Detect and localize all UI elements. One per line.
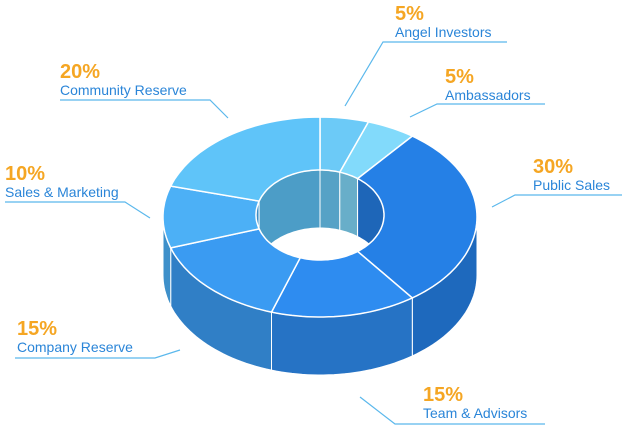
- top-faces: [162, 116, 478, 318]
- leader-line: [15, 349, 181, 359]
- value-label: 15%: [17, 318, 57, 340]
- category-label: Team & Advisors: [423, 405, 527, 421]
- leader-line: [491, 194, 622, 208]
- leader-line: [344, 41, 507, 107]
- leader-line: [60, 99, 229, 119]
- value-label: 20%: [60, 61, 100, 83]
- category-label: Community Reserve: [60, 82, 187, 98]
- leader-line: [409, 103, 545, 118]
- value-label: 30%: [533, 156, 573, 178]
- slice: [169, 116, 321, 202]
- inner-wall: [319, 170, 341, 231]
- category-label: Sales & Marketing: [5, 184, 119, 200]
- labels: 5%Angel Investors5%Ambassadors30%Public …: [5, 3, 622, 425]
- value-label: 5%: [445, 66, 474, 88]
- value-label: 15%: [423, 384, 463, 406]
- category-label: Ambassadors: [445, 87, 531, 103]
- leader-line: [359, 396, 545, 425]
- category-label: Public Sales: [533, 177, 610, 193]
- category-label: Angel Investors: [395, 24, 492, 40]
- category-label: Company Reserve: [17, 339, 133, 355]
- leader-line: [5, 201, 151, 219]
- value-label: 10%: [5, 163, 45, 185]
- value-label: 5%: [395, 3, 424, 25]
- inner-wall: [339, 171, 359, 238]
